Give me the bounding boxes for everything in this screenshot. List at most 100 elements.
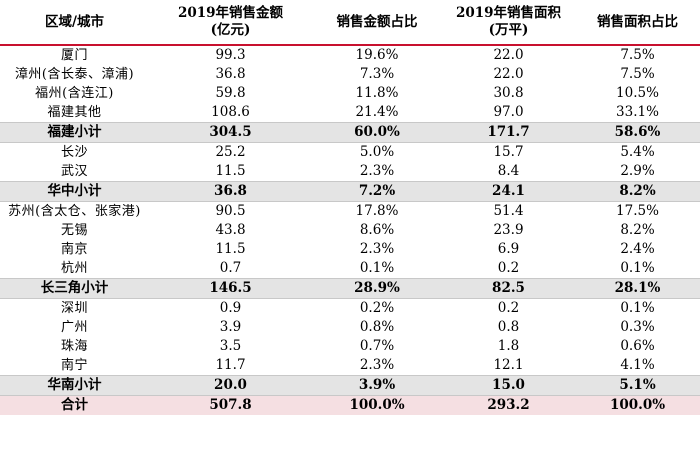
cell-area-share: 8.2% xyxy=(575,181,700,202)
cell-sales-area: 22.0 xyxy=(493,66,524,82)
table-row: 深圳 0.9 0.2% 0.2 0.1% xyxy=(0,299,700,319)
cell-area-share: 5.4% xyxy=(620,144,655,160)
cell-region: 无锡 xyxy=(60,223,88,238)
cell-sales-area: 97.0 xyxy=(493,104,524,120)
subtotal-row: 华中小计 36.8 7.2% 24.1 8.2% xyxy=(0,181,700,202)
cell-region: 华南小计 xyxy=(0,375,149,396)
table-row: 长沙 25.2 5.0% 15.7 5.4% xyxy=(0,143,700,163)
cell-amount-share: 2.3% xyxy=(359,357,395,373)
cell-area-share: 4.1% xyxy=(620,357,655,373)
cell-area-share: 8.2% xyxy=(620,222,655,238)
cell-sales-amount: 304.5 xyxy=(149,122,312,143)
header-row: 区域/城市 2019年销售金额 (亿元) 销售金额占比 2019年销售面积 (万平)… xyxy=(0,0,700,46)
cell-region: 深圳 xyxy=(60,301,88,316)
cell-amount-share: 21.4% xyxy=(355,104,399,120)
cell-amount-share: 0.7% xyxy=(359,338,395,354)
cell-sales-amount: 43.8 xyxy=(215,222,246,238)
cell-area-share: 10.5% xyxy=(616,85,659,101)
cell-sales-amount: 20.0 xyxy=(149,375,312,396)
cell-region: 杭州 xyxy=(60,261,88,276)
cell-amount-share: 28.9% xyxy=(312,278,442,299)
cell-sales-amount: 11.5 xyxy=(215,163,246,179)
cell-sales-area: 293.2 xyxy=(442,395,575,415)
cell-sales-amount: 25.2 xyxy=(215,144,246,160)
cell-sales-area: 171.7 xyxy=(442,122,575,143)
table-row: 厦门 99.3 19.6% 22.0 7.5% xyxy=(0,45,700,65)
table-row: 无锡 43.8 8.6% 23.9 8.2% xyxy=(0,221,700,240)
cell-amount-share: 0.8% xyxy=(359,319,395,335)
header-area-share-label: 销售面积占比 xyxy=(597,13,678,30)
cell-amount-share: 5.0% xyxy=(359,144,395,160)
cell-sales-amount: 3.9 xyxy=(219,319,242,335)
cell-region: 漳州(含长泰、漳浦) xyxy=(14,67,135,82)
header-sales-area: 2019年销售面积 (万平) xyxy=(442,0,575,46)
cell-sales-area: 30.8 xyxy=(493,85,524,101)
subtotal-row: 华南小计 20.0 3.9% 15.0 5.1% xyxy=(0,375,700,396)
cell-sales-area: 23.9 xyxy=(493,222,524,238)
cell-region: 武汉 xyxy=(60,164,88,179)
cell-area-share: 2.9% xyxy=(620,163,655,179)
cell-region: 福建小计 xyxy=(0,122,149,143)
cell-sales-area: 6.9 xyxy=(497,241,520,257)
cell-area-share: 0.1% xyxy=(620,300,655,316)
cell-region: 福建其他 xyxy=(47,105,102,120)
table-body: 厦门 99.3 19.6% 22.0 7.5% 漳州(含长泰、漳浦) 36.8 7.3% 22.… xyxy=(0,45,700,415)
sales-table: 区域/城市 2019年销售金额 (亿元) 销售金额占比 2019年销售面积 (万平)… xyxy=(0,0,700,415)
table-row: 南宁 11.7 2.3% 12.1 4.1% xyxy=(0,356,700,376)
cell-sales-amount: 0.7 xyxy=(219,260,242,276)
subtotal-row: 福建小计 304.5 60.0% 171.7 58.6% xyxy=(0,122,700,143)
table-row: 珠海 3.5 0.7% 1.8 0.6% xyxy=(0,337,700,356)
cell-region: 华中小计 xyxy=(0,181,149,202)
cell-amount-share: 2.3% xyxy=(359,163,395,179)
total-row: 合计 507.8 100.0% 293.2 100.0% xyxy=(0,395,700,415)
header-sales-area-unit: (万平) xyxy=(488,22,529,38)
cell-sales-area: 1.8 xyxy=(497,338,520,354)
cell-sales-area: 24.1 xyxy=(442,181,575,202)
subtotal-row: 长三角小计 146.5 28.9% 82.5 28.1% xyxy=(0,278,700,299)
cell-amount-share: 17.8% xyxy=(355,203,399,219)
cell-sales-amount: 36.8 xyxy=(215,66,246,82)
cell-region: 厦门 xyxy=(60,48,88,63)
cell-area-share: 33.1% xyxy=(616,104,659,120)
cell-area-share: 5.1% xyxy=(575,375,700,396)
cell-sales-area: 8.4 xyxy=(497,163,520,179)
cell-sales-area: 0.2 xyxy=(497,260,520,276)
cell-area-share: 0.3% xyxy=(620,319,655,335)
cell-area-share: 0.6% xyxy=(620,338,655,354)
table-row: 广州 3.9 0.8% 0.8 0.3% xyxy=(0,318,700,337)
header-amount-share: 销售金额占比 xyxy=(312,0,442,46)
cell-sales-amount: 90.5 xyxy=(215,203,246,219)
cell-amount-share: 2.3% xyxy=(359,241,395,257)
header-sales-amount-unit: (亿元) xyxy=(210,22,251,38)
cell-sales-area: 15.7 xyxy=(493,144,524,160)
cell-amount-share: 100.0% xyxy=(312,395,442,415)
cell-amount-share: 19.6% xyxy=(355,47,399,63)
header-sales-amount-label: 2019年销售金额 xyxy=(177,5,284,21)
cell-sales-amount: 11.5 xyxy=(215,241,246,257)
cell-sales-amount: 507.8 xyxy=(149,395,312,415)
header-area-share: 销售面积占比 xyxy=(575,0,700,46)
cell-amount-share: 60.0% xyxy=(312,122,442,143)
cell-sales-amount: 0.9 xyxy=(219,300,242,316)
cell-amount-share: 7.2% xyxy=(312,181,442,202)
table-row: 漳州(含长泰、漳浦) 36.8 7.3% 22.0 7.5% xyxy=(0,65,700,84)
cell-region: 合计 xyxy=(0,395,149,415)
cell-area-share: 7.5% xyxy=(620,47,655,63)
header-sales-amount: 2019年销售金额 (亿元) xyxy=(149,0,312,46)
cell-area-share: 17.5% xyxy=(616,203,659,219)
cell-area-share: 0.1% xyxy=(620,260,655,276)
cell-sales-amount: 108.6 xyxy=(211,104,250,120)
cell-region: 南宁 xyxy=(60,358,88,373)
cell-sales-area: 0.8 xyxy=(497,319,520,335)
cell-amount-share: 0.1% xyxy=(359,260,395,276)
cell-amount-share: 11.8% xyxy=(355,85,399,101)
cell-region: 南京 xyxy=(60,242,88,257)
cell-amount-share: 8.6% xyxy=(359,222,395,238)
cell-region: 长三角小计 xyxy=(0,278,149,299)
cell-amount-share: 0.2% xyxy=(359,300,395,316)
header-sales-area-label: 2019年销售面积 xyxy=(455,5,562,21)
cell-sales-area: 0.2 xyxy=(497,300,520,316)
table-row: 福建其他 108.6 21.4% 97.0 33.1% xyxy=(0,103,700,123)
table-row: 福州(含连江) 59.8 11.8% 30.8 10.5% xyxy=(0,84,700,103)
